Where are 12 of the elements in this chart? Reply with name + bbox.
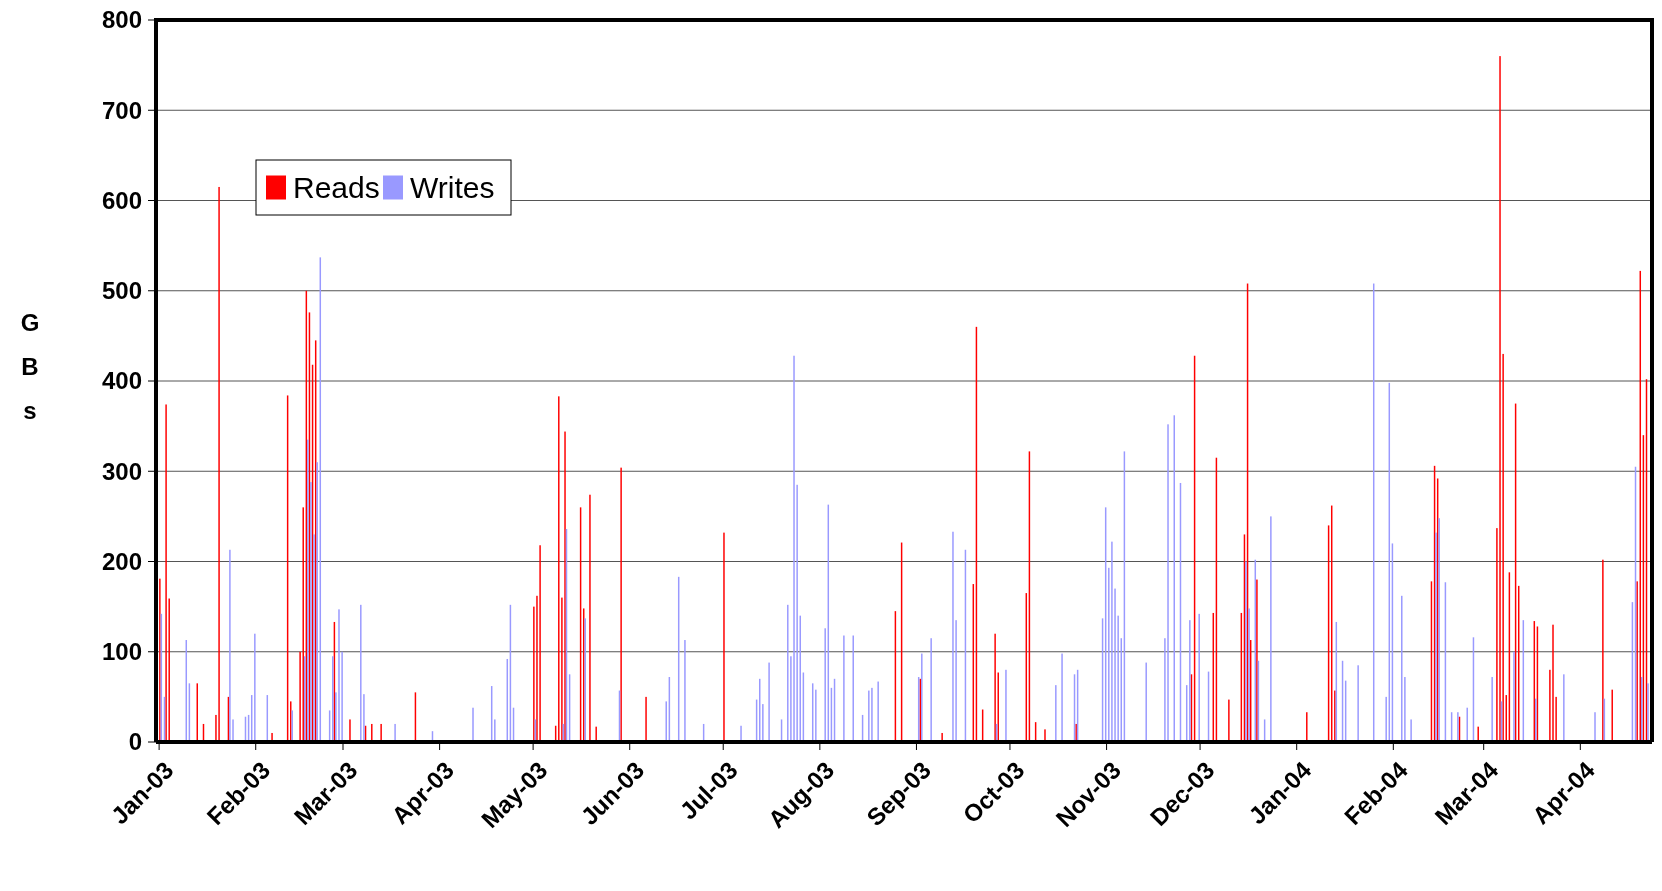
y-tick-label: 600 [101,186,142,214]
y-tick-label: 0 [128,728,142,756]
y-tick-label: 300 [101,457,142,485]
y-tick-label: 100 [101,638,142,666]
y-tick-label: 400 [101,367,142,395]
legend-label: Writes [410,171,495,204]
y-tick-label: 200 [101,547,142,575]
y-axis-title: GBs [20,309,40,424]
y-tick-label: 500 [101,277,142,305]
y-tick-label: 800 [101,6,142,34]
legend-label: Reads [293,171,380,204]
y-tick-label: 700 [101,96,142,124]
